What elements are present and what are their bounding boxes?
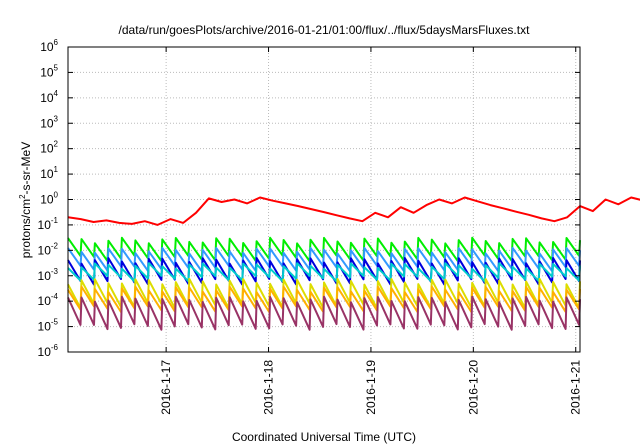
y-tick-label: 10-5	[38, 318, 59, 334]
x-tick-label: 2016-1-21	[569, 360, 583, 415]
series-line	[67, 295, 581, 331]
x-axis-ticks: 2016-1-17 2016-1-18 2016-1-19 2016-1-20 2016…	[159, 47, 583, 415]
x-tick-label: 2016-1-20	[466, 360, 480, 415]
y-tick-label: 104	[40, 89, 58, 105]
y-tick-label: 100	[40, 191, 58, 207]
y-tick-label: 10-4	[38, 292, 59, 308]
x-tick-label: 2016-1-19	[364, 360, 378, 415]
series-line	[67, 285, 581, 313]
series-line	[67, 262, 581, 283]
y-tick-label: 10-6	[38, 343, 59, 359]
y-tick-label: 102	[40, 140, 58, 156]
y-tick-label: 101	[40, 165, 58, 181]
y-axis-label: protons/cm2-s-sr-MeV	[18, 142, 33, 258]
y-tick-label: 10-3	[38, 267, 59, 283]
x-axis-label: Coordinated Universal Time (UTC)	[232, 430, 416, 444]
chart-title: /data/run/goesPlots/archive/2016-01-21/0…	[119, 23, 531, 37]
y-tick-label: 103	[40, 114, 58, 130]
y-tick-label: 10-1	[38, 216, 59, 232]
series-line	[67, 196, 640, 226]
x-tick-label: 2016-1-17	[159, 360, 173, 415]
x-tick-label: 2016-1-18	[262, 360, 276, 415]
y-tick-label: 106	[40, 38, 58, 54]
y-tick-label: 10-2	[38, 241, 59, 257]
series-layer	[67, 196, 640, 331]
y-tick-label: 105	[40, 63, 58, 79]
y-axis-ticks: 10-6 10-5 10-4 10-3 10-2 10-1 100 101 102 103 104 1…	[38, 38, 580, 359]
